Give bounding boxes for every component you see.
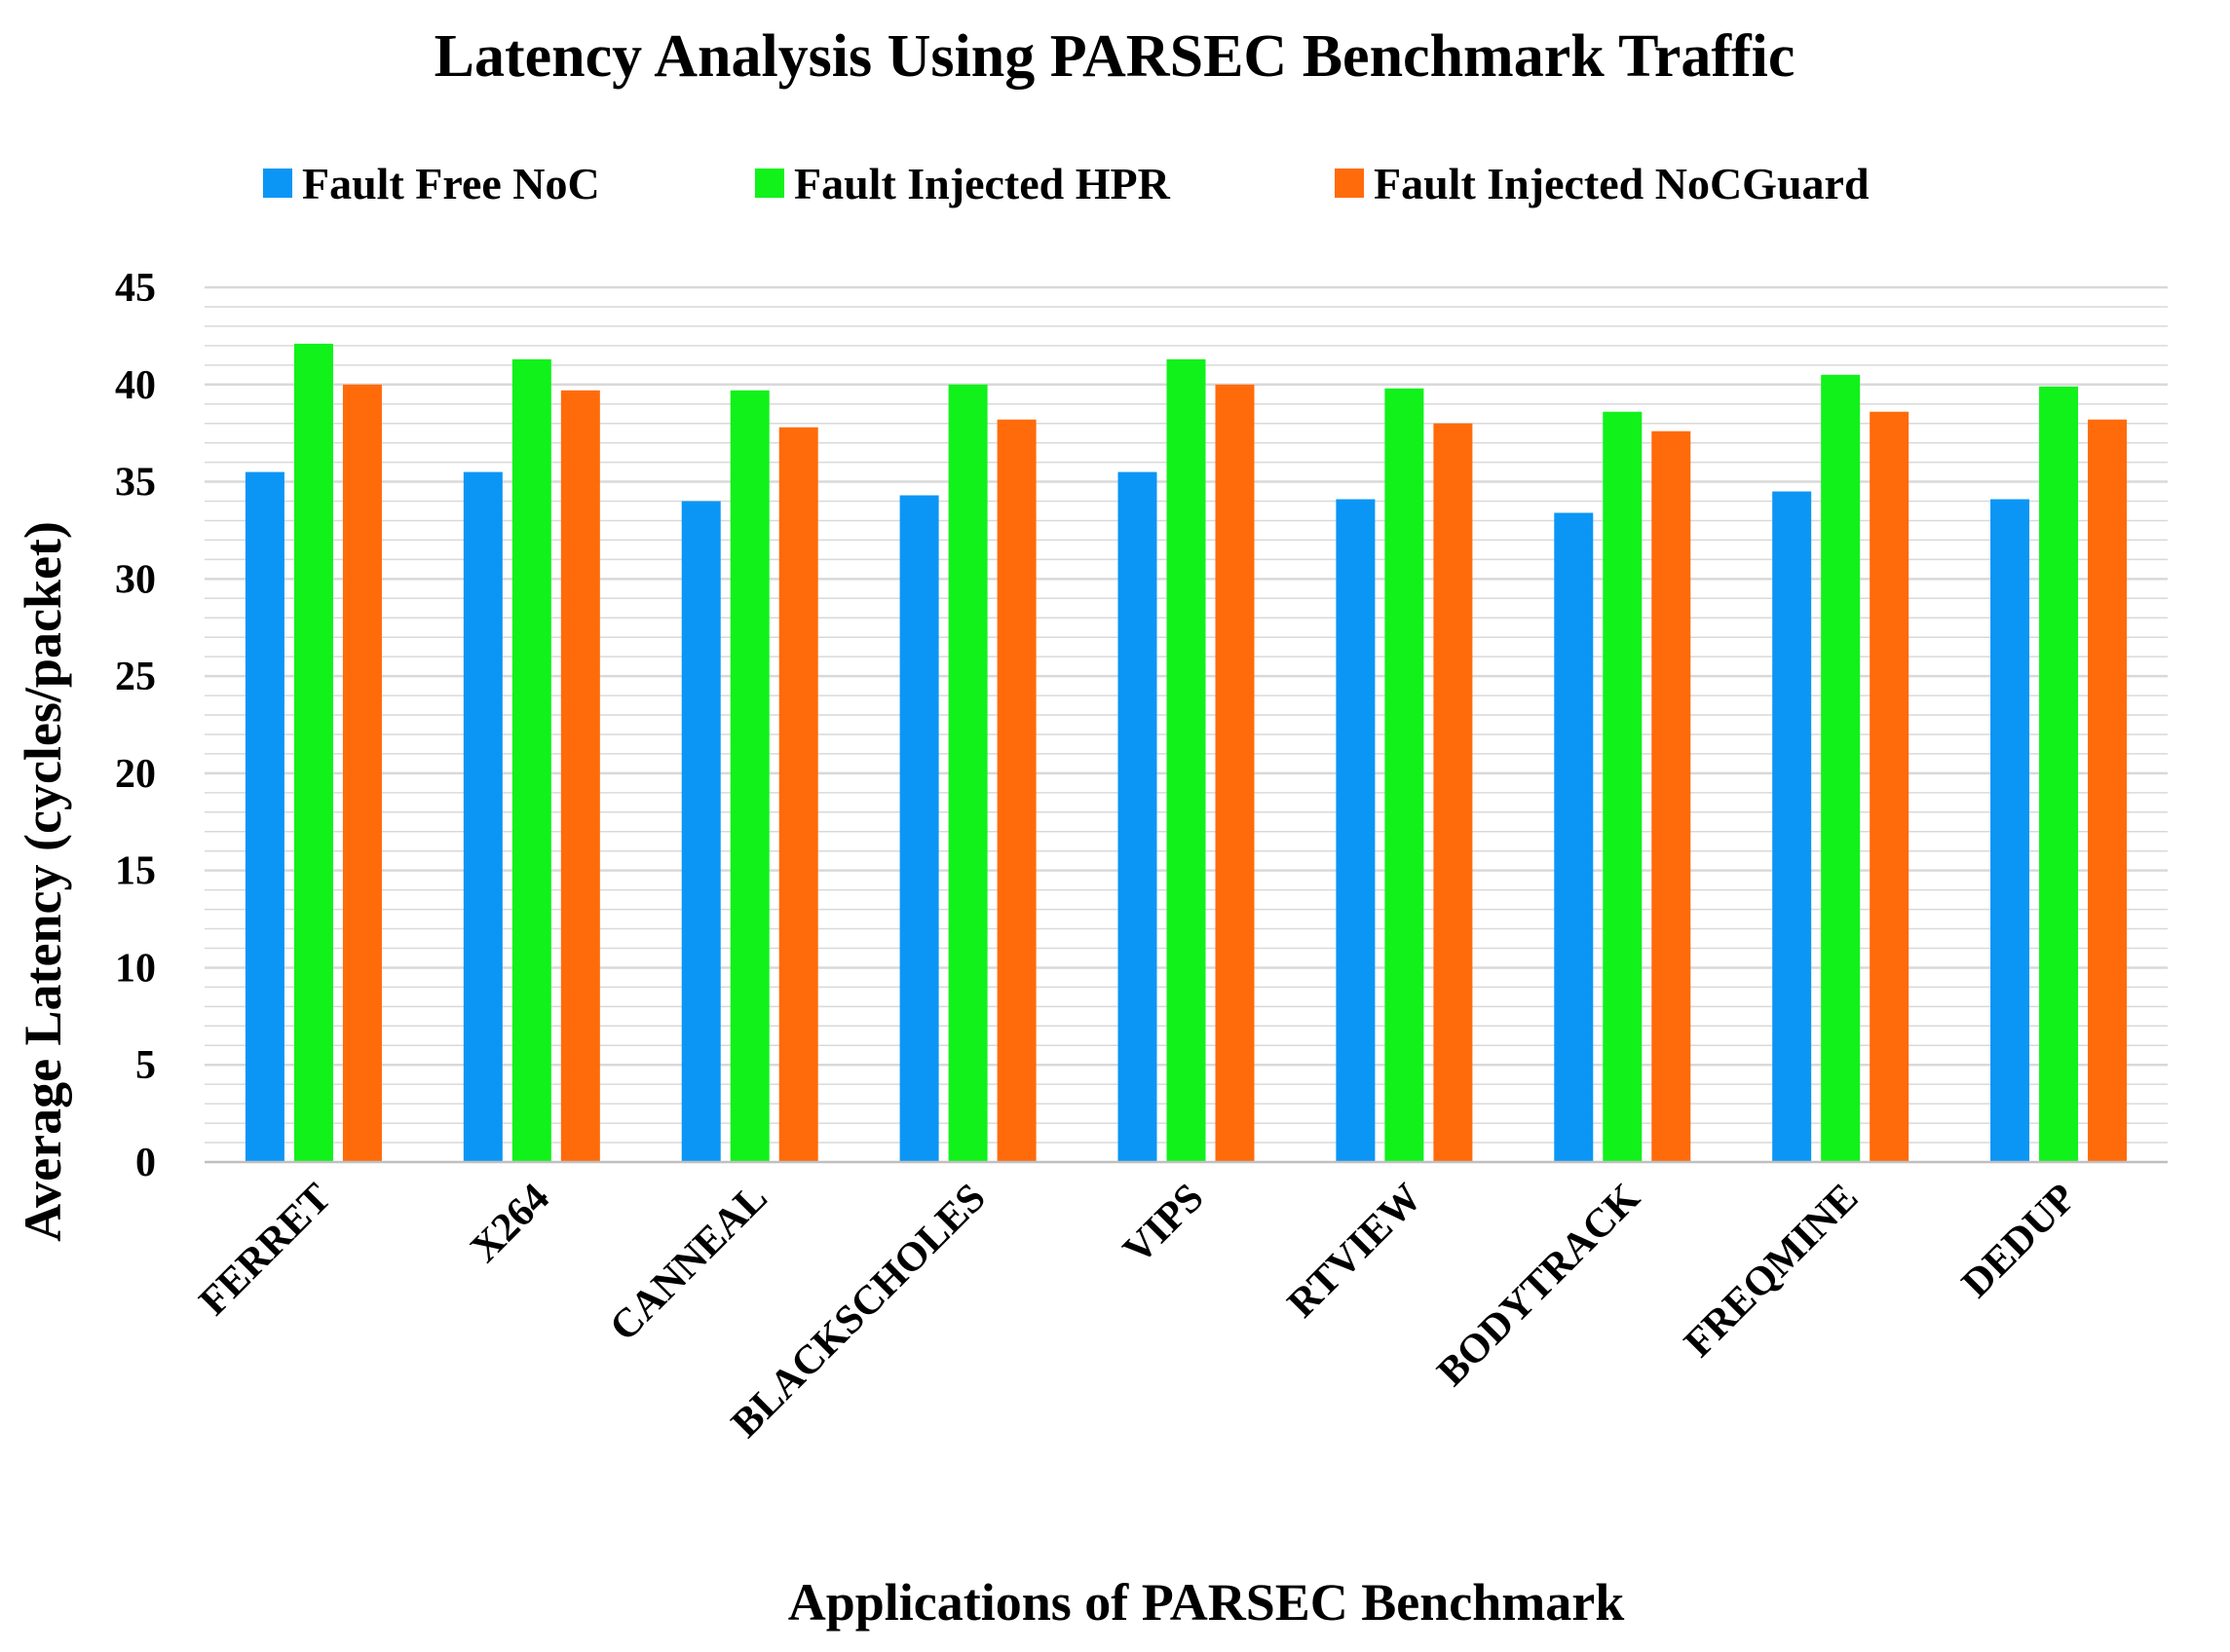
y-tick-label: 5 (135, 1043, 156, 1088)
legend: Fault Free NoC Fault Injected HPR Fault In… (263, 159, 1870, 208)
legend-swatch (1335, 169, 1364, 198)
x-tick-label: CANNEAL (601, 1176, 775, 1350)
bar-bodytrack-series-2 (1603, 411, 1643, 1162)
chart-title: Latency Analysis Using PARSEC Benchmark … (435, 23, 1795, 90)
y-axis-label: Average Latency (cycles/packet) (14, 521, 72, 1242)
x-tick-label: FERRET (191, 1176, 340, 1325)
legend-swatch (755, 169, 784, 198)
y-tick-label: 20 (115, 752, 156, 797)
bars (245, 343, 2128, 1163)
bar-ferret-series-1 (245, 471, 284, 1163)
bar-blackscholes-series-1 (899, 495, 939, 1163)
bar-bodytrack-series-3 (1651, 431, 1691, 1162)
bar-canneal-series-2 (730, 390, 770, 1163)
x-tick-label: BODYTRACK (1429, 1175, 1649, 1395)
bar-dedup-series-1 (1990, 499, 2030, 1162)
bar-rtview-series-1 (1336, 499, 1376, 1162)
legend-swatch (263, 169, 292, 198)
bar-freqmine-series-3 (1870, 411, 1909, 1162)
y-tick-label: 35 (115, 461, 156, 506)
bar-dedup-series-2 (2039, 386, 2079, 1163)
legend-label: Fault Injected NoCGuard (1374, 159, 1870, 208)
y-tick-label: 30 (115, 557, 156, 602)
bar-blackscholes-series-3 (997, 419, 1037, 1163)
bar-ferret-series-3 (342, 384, 382, 1162)
bar-vips-series-3 (1215, 384, 1255, 1162)
bar-freqmine-series-1 (1772, 491, 1812, 1162)
x-tick-label: FREQMINE (1676, 1176, 1867, 1367)
y-axis-ticks: 0 5 10 15 20 25 30 35 40 45 (115, 266, 156, 1185)
y-tick-label: 15 (115, 849, 156, 894)
x-tick-label: RTVIEW (1279, 1176, 1430, 1327)
bar-rtview-series-3 (1433, 423, 1473, 1162)
y-tick-label: 25 (115, 655, 156, 699)
bar-canneal-series-1 (681, 501, 721, 1162)
bar-x264-series-3 (560, 390, 600, 1163)
y-tick-label: 45 (115, 266, 156, 311)
x-tick-label: DEDUP (1953, 1176, 2085, 1307)
legend-label: Fault Injected HPR (794, 159, 1171, 208)
bar-blackscholes-series-2 (948, 384, 988, 1162)
y-tick-label: 0 (135, 1141, 156, 1185)
legend-label: Fault Free NoC (302, 159, 600, 208)
bar-ferret-series-2 (293, 343, 333, 1163)
bar-vips-series-1 (1117, 471, 1157, 1163)
bar-dedup-series-3 (2088, 419, 2128, 1163)
bar-canneal-series-3 (778, 427, 818, 1162)
bar-rtview-series-2 (1384, 388, 1424, 1162)
bar-freqmine-series-2 (1821, 374, 1861, 1162)
bar-bodytrack-series-1 (1554, 512, 1594, 1162)
bar-vips-series-2 (1166, 358, 1206, 1162)
y-tick-label: 10 (115, 946, 156, 991)
bar-x264-series-2 (511, 358, 551, 1162)
x-axis-label: Applications of PARSEC Benchmark (788, 1573, 1625, 1632)
x-tick-label: VIPS (1115, 1176, 1212, 1273)
x-tick-label: X264 (462, 1176, 558, 1272)
y-tick-label: 40 (115, 363, 156, 408)
bar-x264-series-1 (463, 471, 503, 1163)
